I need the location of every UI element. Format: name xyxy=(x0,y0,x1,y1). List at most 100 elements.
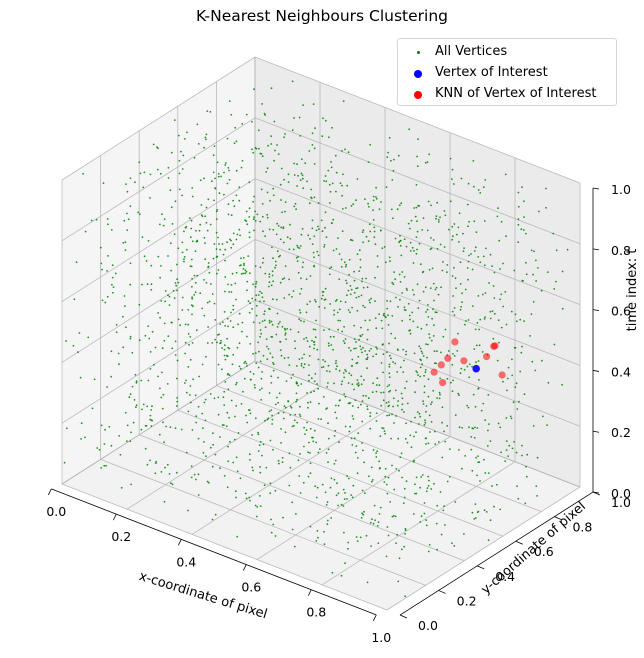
vertex-point xyxy=(487,429,489,432)
grid-line xyxy=(126,385,321,510)
vertex-point xyxy=(252,218,255,221)
vertex-point xyxy=(525,475,528,478)
vertex-point xyxy=(457,332,459,335)
vertex-point xyxy=(353,279,356,282)
vertex-point xyxy=(335,368,337,370)
vertex-point xyxy=(430,237,432,239)
vertex-point xyxy=(382,314,385,317)
vertex-point xyxy=(316,383,318,385)
vertex-point xyxy=(328,273,331,276)
vertex-point xyxy=(112,286,115,288)
vertex-point xyxy=(308,150,311,152)
vertex-point xyxy=(493,505,495,508)
vertex-point xyxy=(127,218,130,221)
vertex-point xyxy=(78,332,81,334)
vertex-point xyxy=(117,352,120,355)
vertex-point xyxy=(405,287,408,290)
knn-point xyxy=(437,361,445,369)
vertex-point xyxy=(497,319,500,321)
vertex-point xyxy=(380,362,383,364)
vertex-point xyxy=(375,196,377,198)
vertex-point xyxy=(286,236,289,239)
vertex-point xyxy=(451,238,453,241)
vertex-point xyxy=(198,229,201,232)
vertex-point xyxy=(224,164,227,166)
vertex-point xyxy=(321,135,324,138)
vertex-point xyxy=(349,349,352,352)
vertex-point xyxy=(327,461,329,464)
vertex-point xyxy=(331,182,334,185)
vertex-point xyxy=(346,184,349,187)
vertex-point xyxy=(514,313,517,316)
vertex-point xyxy=(248,409,251,411)
vertex-point xyxy=(426,308,429,311)
vertex-point xyxy=(293,162,296,165)
vertex-point xyxy=(520,228,523,231)
vertex-point xyxy=(477,189,480,191)
vertex-point xyxy=(223,171,225,174)
vertex-point xyxy=(260,188,263,191)
vertex-point xyxy=(72,344,75,347)
vertex-point xyxy=(351,306,353,309)
vertex-point xyxy=(505,440,508,442)
vertex-point xyxy=(315,441,318,444)
vertex-point xyxy=(183,260,185,263)
vertex-point xyxy=(207,481,210,484)
vertex-point xyxy=(178,172,181,175)
vertex-point xyxy=(448,476,451,478)
vertex-point xyxy=(161,371,163,374)
vertex-point xyxy=(84,436,86,439)
vertex-point xyxy=(463,247,465,250)
vertex-point xyxy=(476,474,478,477)
vertex-point xyxy=(271,423,273,425)
vertex-point xyxy=(269,439,272,442)
vertex-point xyxy=(428,153,431,156)
vertex-point xyxy=(203,441,205,443)
vertex-point xyxy=(104,428,106,431)
vertex-point xyxy=(208,300,211,303)
vertex-point xyxy=(236,535,239,538)
vertex-point xyxy=(443,505,445,507)
vertex-point xyxy=(213,199,215,202)
vertex-point xyxy=(168,473,171,475)
vertex-point xyxy=(169,242,172,245)
vertex-point xyxy=(93,378,96,381)
z-tick xyxy=(592,187,600,190)
vertex-point xyxy=(194,291,197,294)
vertex-point xyxy=(386,385,389,388)
vertex-point xyxy=(235,456,238,459)
vertex-point xyxy=(147,379,150,382)
vertex-point xyxy=(357,406,360,409)
vertex-point xyxy=(432,308,434,311)
vertex-point xyxy=(286,328,288,330)
vertex-point xyxy=(299,453,301,455)
vertex-point xyxy=(244,492,247,495)
vertex-point xyxy=(233,142,236,145)
vertex-point xyxy=(385,186,388,189)
vertex-point xyxy=(296,398,298,401)
vertex-point xyxy=(249,412,252,415)
legend-marker-vertex-of-interest xyxy=(414,70,422,78)
x-tick-label: 1.0 xyxy=(371,630,391,645)
vertex-point xyxy=(126,190,129,193)
vertex-point xyxy=(154,472,157,475)
vertex-point xyxy=(474,405,477,408)
vertex-point xyxy=(425,343,427,345)
vertex-point xyxy=(412,460,415,463)
vertex-point xyxy=(401,271,404,273)
vertex-point xyxy=(235,496,237,499)
vertex-point xyxy=(183,256,186,258)
vertex-point xyxy=(529,335,531,337)
vertex-point xyxy=(425,443,427,445)
vertex-point xyxy=(473,436,476,439)
vertex-point xyxy=(463,368,466,371)
vertex-point xyxy=(293,117,295,119)
vertex-point xyxy=(366,286,369,289)
vertex-point xyxy=(308,441,310,444)
vertex-point xyxy=(363,510,365,513)
vertex-point xyxy=(75,261,78,264)
vertex-point xyxy=(306,180,308,183)
vertex-point xyxy=(444,214,447,217)
vertex-point xyxy=(329,303,332,305)
vertex-point xyxy=(314,485,317,488)
